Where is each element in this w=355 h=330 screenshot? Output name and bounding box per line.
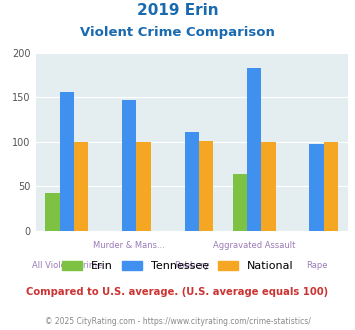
Text: Robbery: Robbery xyxy=(174,261,209,270)
Bar xyxy=(45,193,60,231)
Bar xyxy=(261,142,276,231)
Text: Rape: Rape xyxy=(306,261,327,270)
Bar xyxy=(136,142,151,231)
Bar xyxy=(74,142,88,231)
Text: All Violent Crime: All Violent Crime xyxy=(32,261,102,270)
Bar xyxy=(185,132,199,231)
Bar xyxy=(60,92,74,231)
Bar xyxy=(324,142,338,231)
Text: Compared to U.S. average. (U.S. average equals 100): Compared to U.S. average. (U.S. average … xyxy=(26,287,329,297)
Text: 2019 Erin: 2019 Erin xyxy=(137,3,218,18)
Legend: Erin, Tennessee, National: Erin, Tennessee, National xyxy=(58,256,297,276)
Text: Violent Crime Comparison: Violent Crime Comparison xyxy=(80,26,275,39)
Bar xyxy=(247,68,261,231)
Text: Murder & Mans...: Murder & Mans... xyxy=(93,241,165,250)
Bar xyxy=(310,144,324,231)
Bar xyxy=(233,174,247,231)
Text: Aggravated Assault: Aggravated Assault xyxy=(213,241,295,250)
Bar xyxy=(122,100,136,231)
Bar xyxy=(199,141,213,231)
Text: © 2025 CityRating.com - https://www.cityrating.com/crime-statistics/: © 2025 CityRating.com - https://www.city… xyxy=(45,317,310,326)
